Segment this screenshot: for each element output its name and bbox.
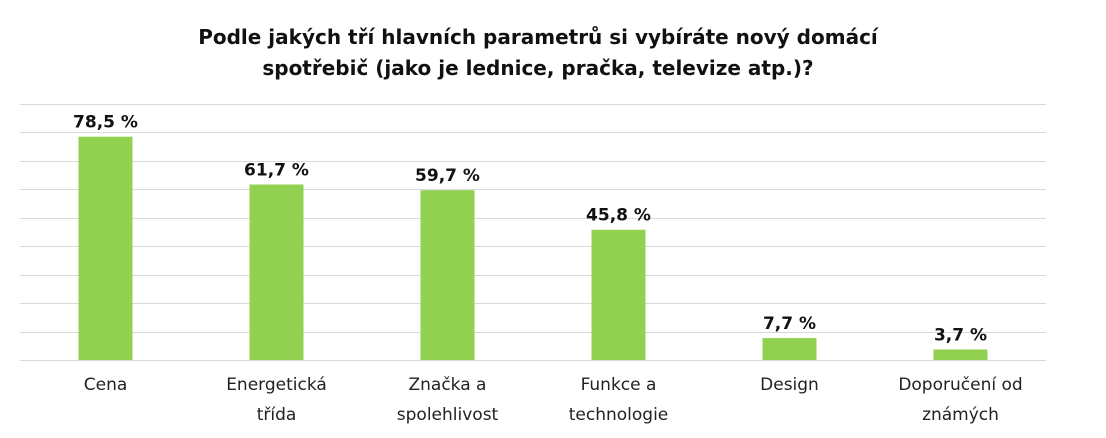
category-label: Doporučení od: [898, 375, 1022, 395]
data-label: 7,7 %: [763, 314, 816, 334]
bar: [78, 136, 133, 360]
category-labels: Cena Energetická třída Značka a spolehlivost…: [84, 375, 1023, 425]
bar: [420, 190, 475, 360]
bar: [933, 349, 988, 360]
category-label: technologie: [569, 405, 669, 425]
data-label: 45,8 %: [586, 206, 651, 226]
category-label: Značka a: [409, 375, 487, 395]
data-labels: 78,5 % 61,7 % 59,7 % 45,8 % 7,7 % 3,7 %: [73, 113, 987, 346]
chart-title: Podle jakých tří hlavních parametrů si v…: [0, 22, 1076, 84]
data-label: 59,7 %: [415, 166, 480, 186]
gridlines: [20, 104, 1046, 361]
bar: [249, 184, 304, 360]
category-label: třída: [257, 405, 297, 425]
bar: [762, 338, 817, 360]
category-label: Funkce a: [581, 375, 657, 395]
category-label: Energetická: [226, 375, 327, 395]
data-label: 78,5 %: [73, 113, 138, 133]
bar: [591, 229, 646, 360]
data-label: 61,7 %: [244, 160, 309, 180]
category-label: Design: [760, 375, 819, 395]
bars: [78, 136, 988, 360]
chart-title-line-1: Podle jakých tří hlavních parametrů si v…: [198, 25, 878, 49]
chart-title-line-2: spotřebič (jako je lednice, pračka, tele…: [262, 56, 814, 80]
category-label: spolehlivost: [397, 405, 499, 425]
data-label: 3,7 %: [934, 325, 987, 345]
category-label: Cena: [84, 375, 128, 395]
category-label: známých: [922, 405, 999, 425]
